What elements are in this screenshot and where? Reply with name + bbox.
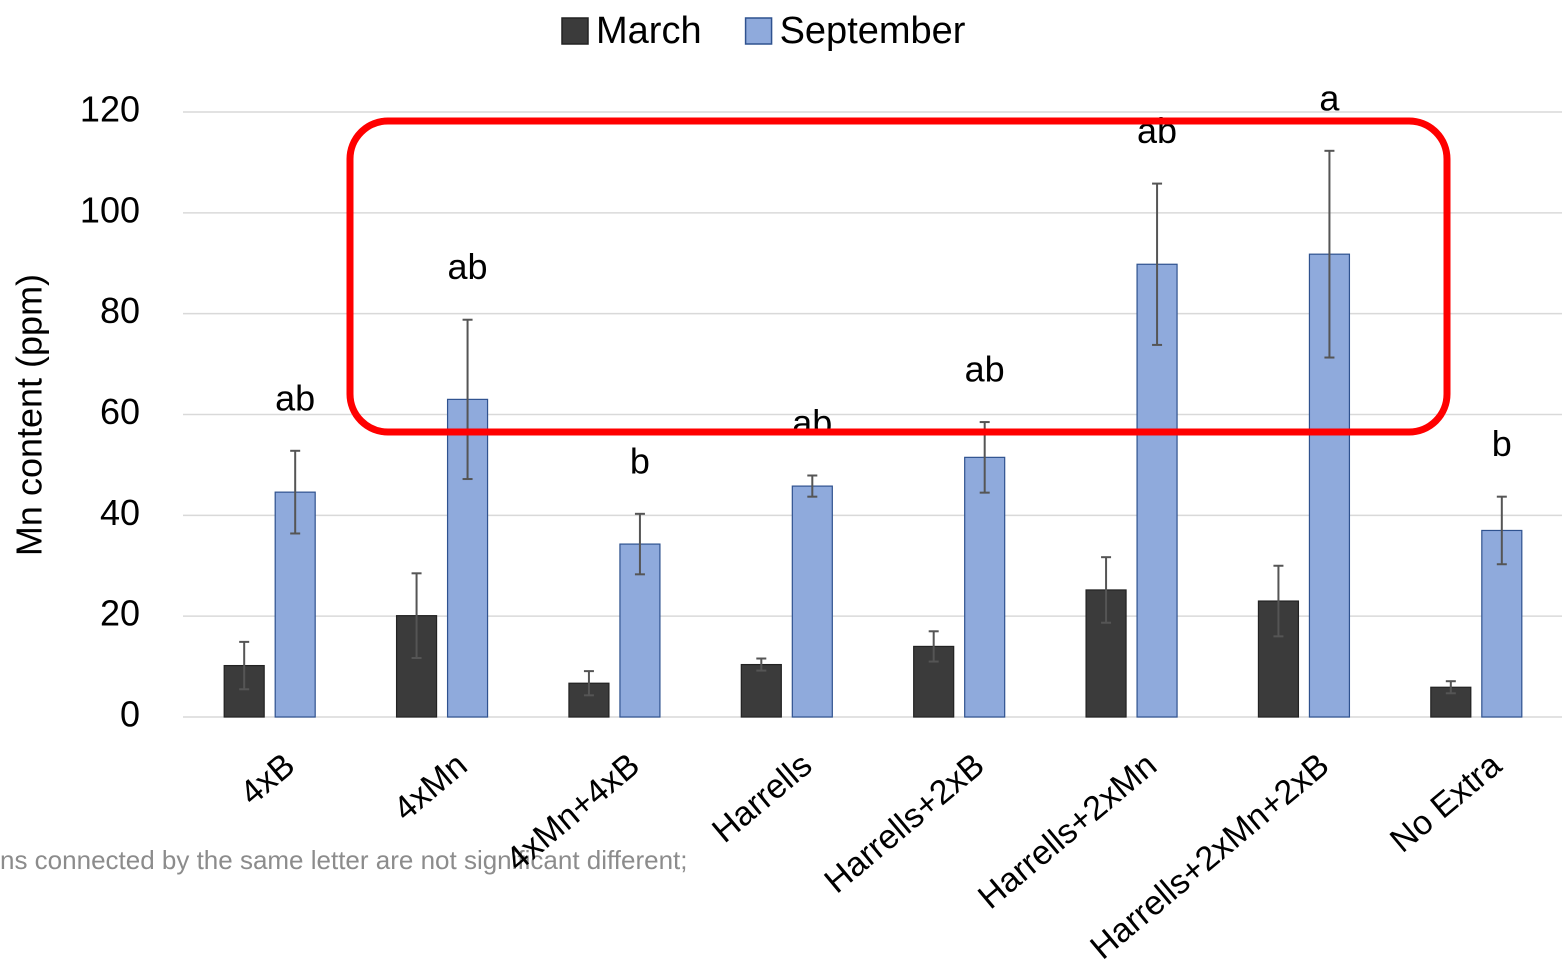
significance-letter: b	[630, 440, 650, 481]
legend-swatch	[744, 17, 773, 45]
error-bar	[1324, 149, 1335, 359]
error-bar	[1496, 495, 1507, 566]
error-bar	[1273, 564, 1284, 638]
y-tick-label: 40	[100, 492, 140, 533]
significance-letter: b	[1492, 423, 1512, 464]
x-tick-label: Harrells	[705, 746, 819, 850]
significance-letter: ab	[792, 402, 832, 443]
bar	[964, 456, 1006, 718]
error-bar	[239, 640, 250, 691]
legend-label: March	[596, 10, 702, 52]
error-bar	[583, 670, 594, 697]
y-tick-label: 100	[80, 189, 140, 230]
y-tick-label: 60	[100, 391, 140, 432]
legend-label: September	[780, 10, 966, 52]
error-bar	[290, 449, 301, 535]
significance-letter: ab	[275, 377, 315, 418]
x-tick-label: 4xB	[233, 746, 302, 813]
y-tick-label: 80	[100, 290, 140, 331]
footnote: ns connected by the same letter are not …	[0, 845, 687, 875]
significance-letter: ab	[965, 349, 1005, 390]
error-bar	[411, 572, 422, 660]
significance-letter: a	[1319, 77, 1340, 118]
y-tick-label: 0	[120, 694, 140, 735]
y-tick-label: 20	[100, 593, 140, 634]
error-bar	[462, 318, 473, 481]
y-axis-label: Mn content (ppm)	[9, 274, 50, 556]
error-bar	[1101, 556, 1112, 624]
x-tick-label: 4xMn	[386, 746, 474, 829]
error-bar	[634, 512, 645, 576]
error-bar	[756, 657, 767, 672]
error-bar	[1152, 182, 1163, 346]
x-tick-label: No Extra	[1383, 746, 1509, 860]
x-tick-label: Harrells+2xMn	[971, 746, 1164, 917]
y-tick-label: 120	[80, 89, 140, 130]
bar	[1481, 529, 1523, 718]
bar	[740, 663, 782, 718]
significance-letter: ab	[448, 246, 488, 287]
significance-letter: ab	[1137, 110, 1177, 151]
error-bar	[928, 630, 939, 663]
highlight-box	[346, 117, 1451, 436]
error-bar	[807, 474, 818, 498]
x-tick-label: Harrells+2xB	[817, 746, 991, 901]
legend-swatch	[561, 17, 589, 45]
error-bar	[1445, 680, 1456, 695]
bar	[791, 485, 833, 718]
